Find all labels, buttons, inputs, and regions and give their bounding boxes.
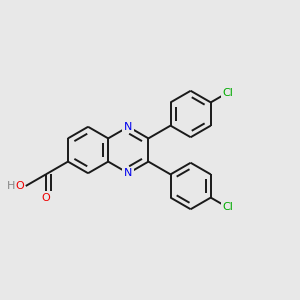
Text: Cl: Cl [222, 88, 233, 98]
Text: H: H [7, 181, 15, 191]
Text: O: O [41, 193, 50, 202]
Text: Cl: Cl [222, 202, 233, 212]
Text: O: O [15, 181, 24, 191]
Text: N: N [124, 168, 133, 178]
Text: N: N [124, 122, 133, 132]
